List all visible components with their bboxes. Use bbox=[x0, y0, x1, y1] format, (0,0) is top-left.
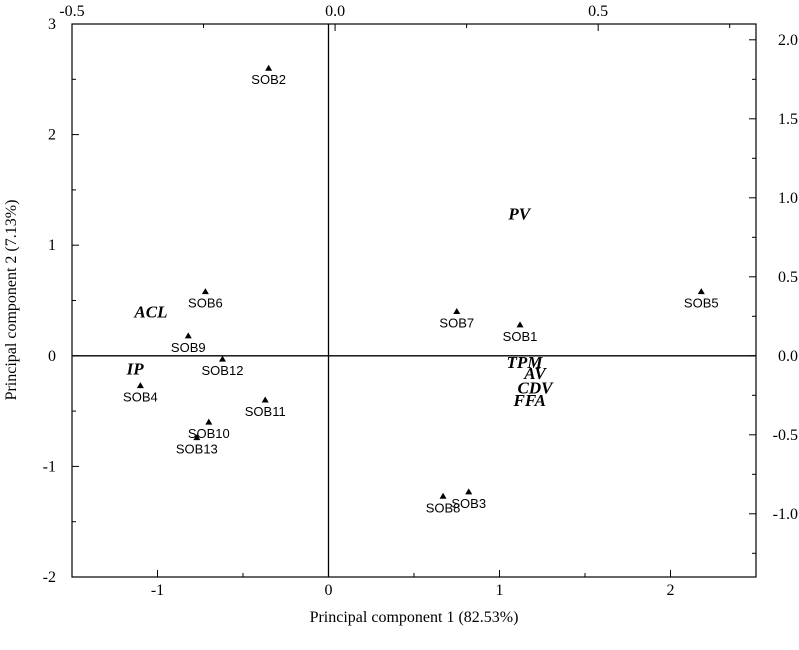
top-tick-label: 0.0 bbox=[325, 3, 345, 20]
score-point-sob13 bbox=[193, 434, 201, 441]
y-axis-title: Principal component 2 (7.13%) bbox=[3, 200, 20, 401]
score-label-sob5: SOB5 bbox=[684, 296, 719, 311]
score-label-sob11: SOB11 bbox=[245, 404, 286, 419]
score-label-sob13: SOB13 bbox=[176, 442, 218, 457]
right-tick-label: -0.5 bbox=[773, 427, 798, 444]
score-label-sob2: SOB2 bbox=[251, 72, 286, 87]
score-label-sob4: SOB4 bbox=[123, 390, 158, 405]
score-point-sob6 bbox=[201, 288, 209, 295]
right-tick-label: -1.0 bbox=[773, 506, 798, 523]
score-label-sob3: SOB3 bbox=[451, 496, 486, 511]
score-label-sob9: SOB9 bbox=[171, 340, 206, 355]
right-tick-label: 0.5 bbox=[778, 269, 798, 286]
score-label-sob7: SOB7 bbox=[439, 316, 474, 331]
score-label-sob8: SOB8 bbox=[426, 500, 461, 515]
score-point-sob8 bbox=[439, 492, 447, 499]
score-point-sob10 bbox=[205, 418, 213, 425]
bottom-tick-label: -1 bbox=[151, 582, 164, 599]
left-tick-label: -2 bbox=[43, 569, 56, 586]
top-tick-label: 0.5 bbox=[588, 3, 608, 20]
loading-label-av: AV bbox=[523, 364, 547, 383]
left-tick-label: 3 bbox=[48, 16, 56, 33]
loading-label-ip: IP bbox=[126, 359, 145, 378]
right-tick-label: 0.0 bbox=[778, 348, 798, 365]
left-tick-label: -1 bbox=[43, 458, 56, 475]
score-label-sob1: SOB1 bbox=[503, 329, 538, 344]
bottom-tick-label: 0 bbox=[325, 582, 333, 599]
loading-label-pv: PV bbox=[507, 205, 531, 224]
score-point-sob9 bbox=[184, 332, 192, 339]
score-point-sob3 bbox=[465, 488, 473, 495]
x-axis-title: Principal component 1 (82.53%) bbox=[310, 609, 519, 626]
right-tick-label: 1.0 bbox=[778, 190, 798, 207]
plot-frame bbox=[71, 23, 757, 578]
score-label-sob12: SOB12 bbox=[202, 363, 244, 378]
score-point-sob4 bbox=[136, 382, 144, 389]
bottom-tick-label: 1 bbox=[496, 582, 504, 599]
score-point-sob5 bbox=[697, 288, 705, 295]
score-point-sob12 bbox=[218, 355, 226, 362]
loading-label-tpm: TPM bbox=[507, 353, 544, 372]
score-point-sob7 bbox=[453, 308, 461, 315]
left-tick-label: 2 bbox=[48, 127, 56, 144]
loading-label-cdv: CDV bbox=[518, 378, 555, 397]
loading-label-ffa: FFA bbox=[513, 391, 546, 410]
score-point-sob1 bbox=[516, 321, 524, 328]
data-marks: SOB1 SOB2 SOB3 SOB4 SOB5 SOB6 SOB7 SOB8 SOB9 SOB1… bbox=[123, 64, 719, 515]
score-label-sob6: SOB6 bbox=[188, 296, 223, 311]
score-point-sob2 bbox=[265, 64, 273, 71]
right-tick-label: 2.0 bbox=[778, 32, 798, 49]
left-tick-label: 1 bbox=[48, 237, 56, 254]
score-point-sob11 bbox=[261, 396, 269, 403]
left-tick-label: 0 bbox=[48, 348, 56, 365]
right-tick-label: 1.5 bbox=[778, 111, 798, 128]
top-tick-label: -0.5 bbox=[59, 3, 84, 20]
loading-label-acl: ACL bbox=[133, 303, 167, 322]
bottom-tick-label: 2 bbox=[667, 582, 675, 599]
